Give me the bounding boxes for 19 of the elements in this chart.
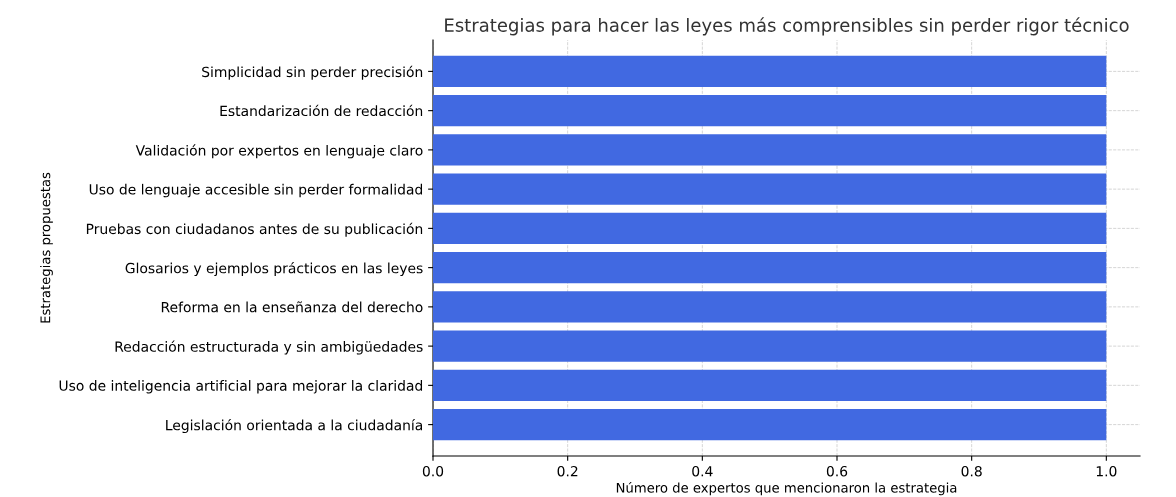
y-tick-label: Redacción estructurada y sin ambigüedades (115, 340, 423, 355)
y-tick-label: Reforma en la enseñanza del derecho (161, 301, 423, 313)
y-tick-label: Simplicidad sin perder precisión (202, 65, 423, 80)
y-tick-label: Validación por expertos en lenguaje claro (135, 144, 423, 159)
x-tick-label: 0.6 (826, 465, 848, 477)
x-tick-label: 1.0 (1096, 465, 1117, 477)
x-tick-label: 0.4 (692, 465, 713, 477)
y-tick-label: Legislación orientada a la ciudadanía (166, 419, 423, 434)
y-tick-label: Estandarización de redacción (220, 104, 423, 117)
x-tick-label: 0.0 (422, 465, 444, 477)
y-axis-title: Estrategias propuestas (40, 172, 53, 323)
x-tick-label: 0.8 (961, 465, 982, 477)
y-tick-label: Glosarios y ejemplos prácticos en las leyes (125, 262, 423, 277)
y-tick-label: Uso de lenguaje accesible sin perder formalidad (89, 183, 423, 198)
y-tick-label: Uso de inteligencia artificial para mejorar la claridad (59, 380, 423, 394)
x-tick-label: 0.2 (557, 465, 578, 477)
y-tick-label: Pruebas con ciudadanos antes de su publicación (86, 222, 423, 237)
chart-title: Estrategias para hacer las leyes más comprensibles sin perder rigor técnico (445, 17, 1129, 36)
x-axis-title: Número de expertos que mencionaron la estrategia (616, 481, 957, 496)
